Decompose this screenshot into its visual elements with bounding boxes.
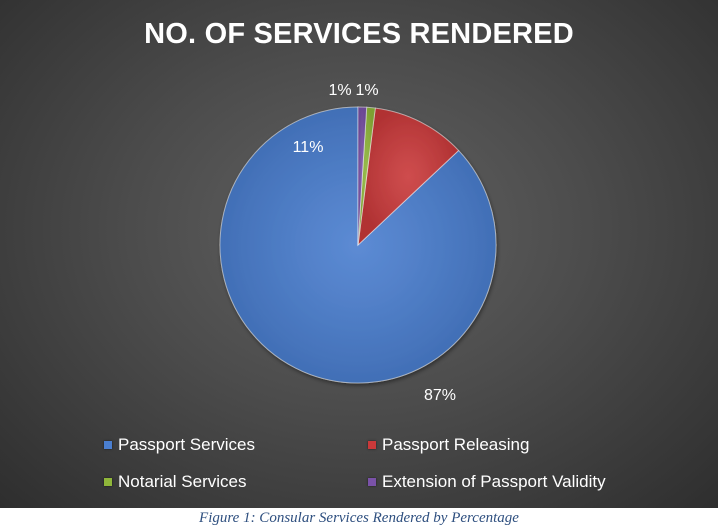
data-label: 87%	[424, 387, 456, 404]
legend-label: Notarial Services	[118, 472, 247, 491]
pie-slice-shading	[358, 106, 367, 245]
pie-slice-shading	[358, 108, 459, 245]
legend-item: Notarial Services	[104, 471, 247, 493]
figure-caption: Figure 1: Consular Services Rendered by …	[199, 510, 519, 526]
legend-label: Extension of Passport Validity	[382, 472, 606, 491]
legend: Passport Services Passport Releasing Notar…	[104, 434, 606, 493]
chart-panel: NO. OF SERVICES RENDERED 87% 11% 1% 1% Pass…	[0, 0, 718, 508]
pie-slice-extension-of-passport-validity	[357, 106, 368, 246]
pie-slice-passport-releasing	[357, 107, 460, 247]
legend-item: Extension of Passport Validity	[368, 471, 606, 493]
legend-swatch	[104, 478, 112, 486]
legend-swatch	[368, 478, 376, 486]
chart-title: NO. OF SERVICES RENDERED	[144, 18, 574, 50]
legend-item: Passport Releasing	[368, 434, 529, 456]
legend-swatch	[104, 441, 112, 449]
legend-label: Passport Releasing	[382, 435, 530, 454]
data-label: 1%	[355, 82, 378, 99]
data-label: 11%	[293, 139, 324, 156]
pie-slice-shading	[358, 107, 376, 246]
data-label: 1%	[328, 82, 351, 99]
legend-label: Passport Services	[118, 435, 255, 454]
pie-chart: 87% 11% 1% 1%	[219, 82, 497, 404]
legend-item: Passport Services	[104, 434, 255, 456]
legend-swatch	[368, 441, 376, 449]
